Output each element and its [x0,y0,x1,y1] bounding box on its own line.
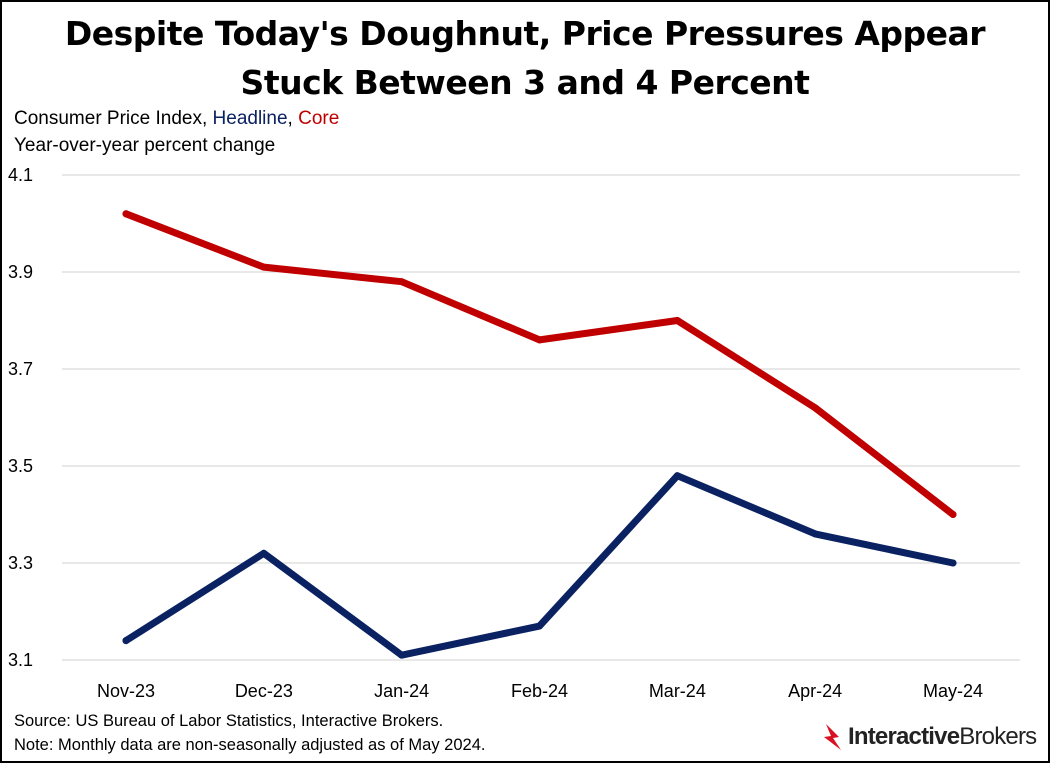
series-line-core [122,210,957,518]
data-point-headline [673,472,681,480]
data-point-core [673,317,681,324]
logo-mark-icon [824,724,841,750]
interactive-brokers-logo: InteractiveBrokers [822,720,1037,754]
y-axis-label: Year-over-year percent change [14,135,276,156]
grid-layer [62,174,1020,661]
legend-headline: Headline [212,108,288,129]
data-point-core [398,278,406,286]
logo-light: Brokers [959,723,1037,750]
data-point-core [536,336,543,344]
data-point-headline [122,637,130,645]
data-point-core [122,210,130,218]
logo-wordmark: InteractiveBrokers [848,723,1037,751]
data-point-core [260,263,268,271]
subtitle-separator: , [287,108,299,129]
x-tick-label: Apr-24 [788,681,842,701]
data-point-core [949,511,957,518]
y-tick-label: 3.9 [8,262,33,282]
x-tick-layer: Nov-23 Dec-23 Jan-24 Feb-24 Mar-24 Apr-24 May-… [97,681,983,701]
y-tick-label: 3.5 [8,456,33,476]
source-note: Source: US Bureau of Labor Statistics, I… [14,712,444,730]
x-tick-label: Feb-24 [511,681,568,701]
chart-subtitle: Consumer Price Index, Headline, Core [14,107,339,131]
data-point-core [811,404,819,412]
data-point-headline [811,530,819,538]
x-tick-label: May-24 [923,681,983,701]
y-tick-label: 3.7 [8,359,33,379]
legend-core: Core [298,108,340,129]
logo-bold: Interactive [848,723,960,750]
subtitle-prefix: Consumer Price Index, [14,108,213,129]
x-tick-label: Mar-24 [649,681,706,701]
data-point-headline [536,622,543,630]
x-tick-label: Jan-24 [374,681,429,701]
data-point-headline [260,549,268,557]
methodology-note: Note: Monthly data are non-seasonally ad… [14,736,486,754]
x-tick-label: Nov-23 [97,681,155,701]
chart-title-line2: Stuck Between 3 and 4 Percent [240,63,810,102]
y-tick-label: 3.3 [8,553,33,573]
y-tick-label: 4.1 [8,165,33,185]
data-point-headline [398,651,406,659]
y-tick-label: 3.1 [8,650,33,670]
y-tick-layer: 3.1 3.3 3.5 3.7 3.9 4.1 [8,165,33,670]
x-tick-label: Dec-23 [235,681,293,701]
chart-title-line1: Despite Today's Doughnut, Price Pressure… [64,14,986,53]
series-layer [122,210,957,659]
data-point-headline [949,559,957,567]
